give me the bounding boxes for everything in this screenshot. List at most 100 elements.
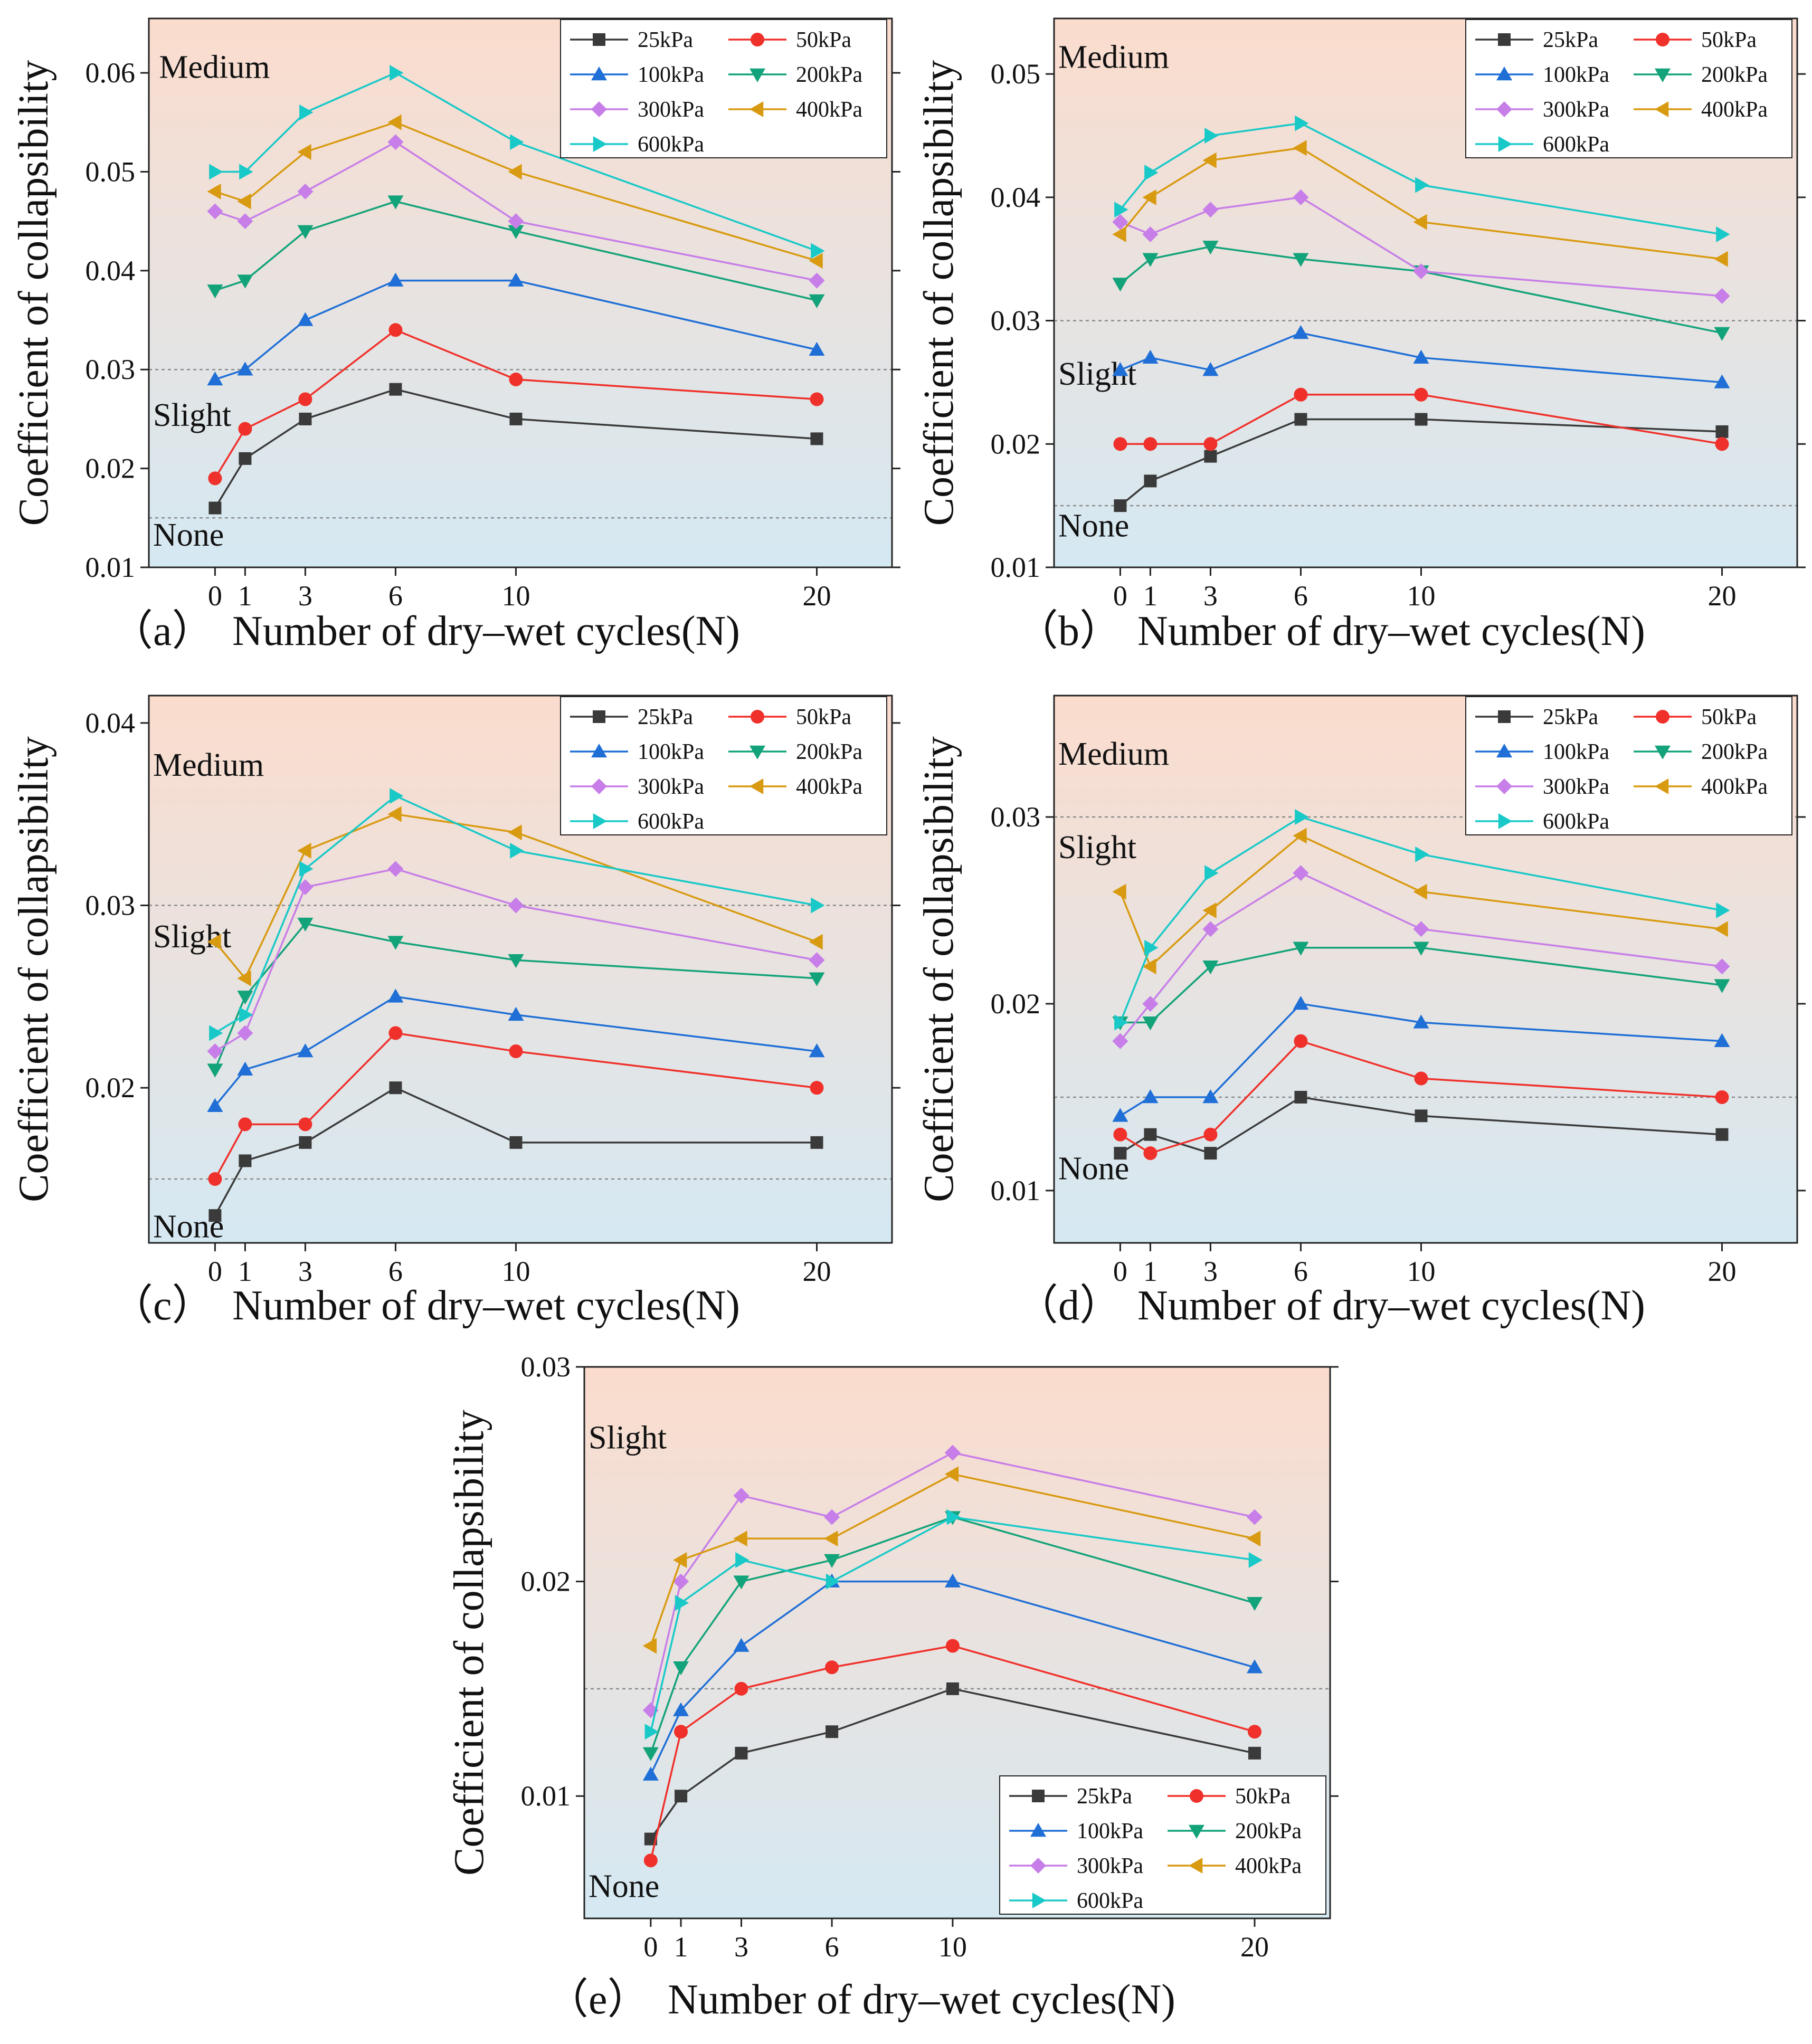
- y-tick-label: 0.03: [86, 354, 136, 385]
- y-tick-label: 0.02: [991, 988, 1041, 1020]
- data-point-100kPa: [207, 371, 223, 386]
- x-tick-label: 0: [643, 1931, 658, 1963]
- x-axis-label: Number of dry–wet cycles(N): [1137, 608, 1645, 654]
- legend-label: 300kPa: [1077, 1854, 1143, 1878]
- x-tick-label: 10: [1407, 580, 1435, 612]
- legend-label: 50kPa: [1701, 705, 1757, 729]
- legend-box: [999, 1775, 1326, 1915]
- x-tick-label: 10: [501, 1256, 530, 1287]
- x-tick-label: 3: [298, 1256, 312, 1287]
- zone-label: Medium: [159, 49, 270, 85]
- legend-label: 100kPa: [638, 740, 704, 764]
- legend-label: 50kPa: [1235, 1784, 1291, 1809]
- x-tick-label: 0: [1113, 580, 1127, 612]
- data-point-50kPa: [1143, 1146, 1158, 1161]
- data-point-200kPa: [1714, 979, 1730, 993]
- x-tick-label: 20: [802, 580, 831, 612]
- data-point-200kPa: [1714, 327, 1730, 341]
- data-point-100kPa: [944, 1573, 961, 1587]
- data-point-400kPa: [1112, 883, 1126, 900]
- legend-marker: [1496, 778, 1512, 794]
- data-point-400kPa: [1413, 883, 1427, 900]
- data-point-50kPa: [388, 1026, 403, 1040]
- x-tick-label: 6: [388, 580, 403, 612]
- data-point-25kPa: [1294, 413, 1307, 426]
- data-point-600kPa: [1144, 165, 1159, 181]
- data-point-100kPa: [1142, 1089, 1159, 1104]
- legend-box: [560, 696, 887, 835]
- data-point-600kPa: [644, 1724, 659, 1740]
- plot-frame: [1053, 695, 1798, 1244]
- legend-marker: [1498, 813, 1512, 829]
- data-point-200kPa: [297, 225, 314, 239]
- data-point-200kPa: [1293, 942, 1309, 956]
- data-point-600kPa: [1248, 1552, 1263, 1568]
- data-point-600kPa: [510, 842, 524, 859]
- zone-label: Slight: [589, 1420, 667, 1456]
- legend-label: 25kPa: [638, 28, 693, 52]
- y-tick-label: 0.02: [521, 1566, 571, 1598]
- x-tick-label: 10: [1407, 1256, 1435, 1287]
- data-point-300kPa: [508, 897, 524, 914]
- data-point-100kPa: [1293, 325, 1309, 339]
- legend-label: 600kPa: [1543, 810, 1609, 834]
- series-line-600kPa: [1119, 816, 1722, 1023]
- y-axis-label: Coefficient of collapsibility: [11, 736, 57, 1202]
- legend-marker: [1496, 101, 1512, 117]
- y-tick-label: 0.01: [991, 1175, 1041, 1206]
- series-line-600kPa: [650, 1516, 1255, 1732]
- data-point-600kPa: [1295, 115, 1309, 131]
- legend-label: 25kPa: [1543, 28, 1598, 52]
- legend-label: 25kPa: [1077, 1784, 1132, 1809]
- legend-label: 300kPa: [1543, 98, 1609, 122]
- data-point-400kPa: [1142, 189, 1156, 205]
- legend-marker: [750, 101, 764, 117]
- data-point-400kPa: [809, 934, 823, 950]
- data-point-25kPa: [675, 1790, 688, 1803]
- legend-label: 400kPa: [1235, 1854, 1302, 1878]
- data-point-600kPa: [299, 861, 314, 877]
- data-point-25kPa: [1715, 1128, 1729, 1141]
- data-point-200kPa: [387, 195, 404, 210]
- data-point-25kPa: [810, 1136, 823, 1149]
- data-point-600kPa: [1114, 202, 1128, 218]
- data-point-25kPa: [509, 412, 523, 425]
- data-point-50kPa: [1247, 1725, 1261, 1739]
- data-point-600kPa: [946, 1509, 961, 1525]
- legend-label: 400kPa: [796, 775, 862, 799]
- data-point-100kPa: [1202, 362, 1219, 376]
- data-point-50kPa: [810, 392, 824, 406]
- data-point-400kPa: [642, 1638, 657, 1654]
- panel-label: （a）: [111, 608, 214, 654]
- data-point-50kPa: [1294, 1034, 1308, 1048]
- panel-label: （b）: [1016, 608, 1122, 654]
- data-point-200kPa: [673, 1661, 689, 1676]
- data-point-50kPa: [509, 1044, 523, 1059]
- data-point-400kPa: [1112, 226, 1126, 242]
- data-point-400kPa: [1202, 902, 1217, 919]
- data-point-300kPa: [1714, 288, 1730, 304]
- data-point-200kPa: [508, 225, 524, 239]
- legend-label: 600kPa: [1543, 132, 1609, 157]
- x-axis-label: Number of dry–wet cycles(N): [232, 608, 740, 654]
- data-point-300kPa: [809, 272, 825, 289]
- data-point-100kPa: [508, 1006, 524, 1021]
- zone-label: Slight: [1058, 830, 1136, 866]
- data-point-400kPa: [1714, 251, 1728, 267]
- data-point-200kPa: [1202, 241, 1219, 255]
- y-tick-label: 0.03: [86, 890, 136, 921]
- data-point-600kPa: [209, 1025, 223, 1041]
- data-point-100kPa: [1413, 349, 1429, 364]
- series-line-400kPa: [1120, 147, 1722, 260]
- legend-marker: [591, 744, 607, 758]
- data-point-400kPa: [1293, 140, 1307, 156]
- legend-marker: [591, 778, 607, 794]
- data-point-25kPa: [946, 1682, 959, 1695]
- data-point-400kPa: [508, 164, 522, 180]
- chart-panel-5: Slight None 0.01 0.02 0.03 0 1 3 6 10 20 Coefficien…: [446, 1351, 1339, 2023]
- legend-marker: [1656, 33, 1669, 46]
- data-point-300kPa: [1142, 995, 1159, 1012]
- data-point-200kPa: [1142, 253, 1159, 267]
- data-point-400kPa: [1202, 152, 1217, 168]
- series-line-25kPa: [214, 388, 817, 509]
